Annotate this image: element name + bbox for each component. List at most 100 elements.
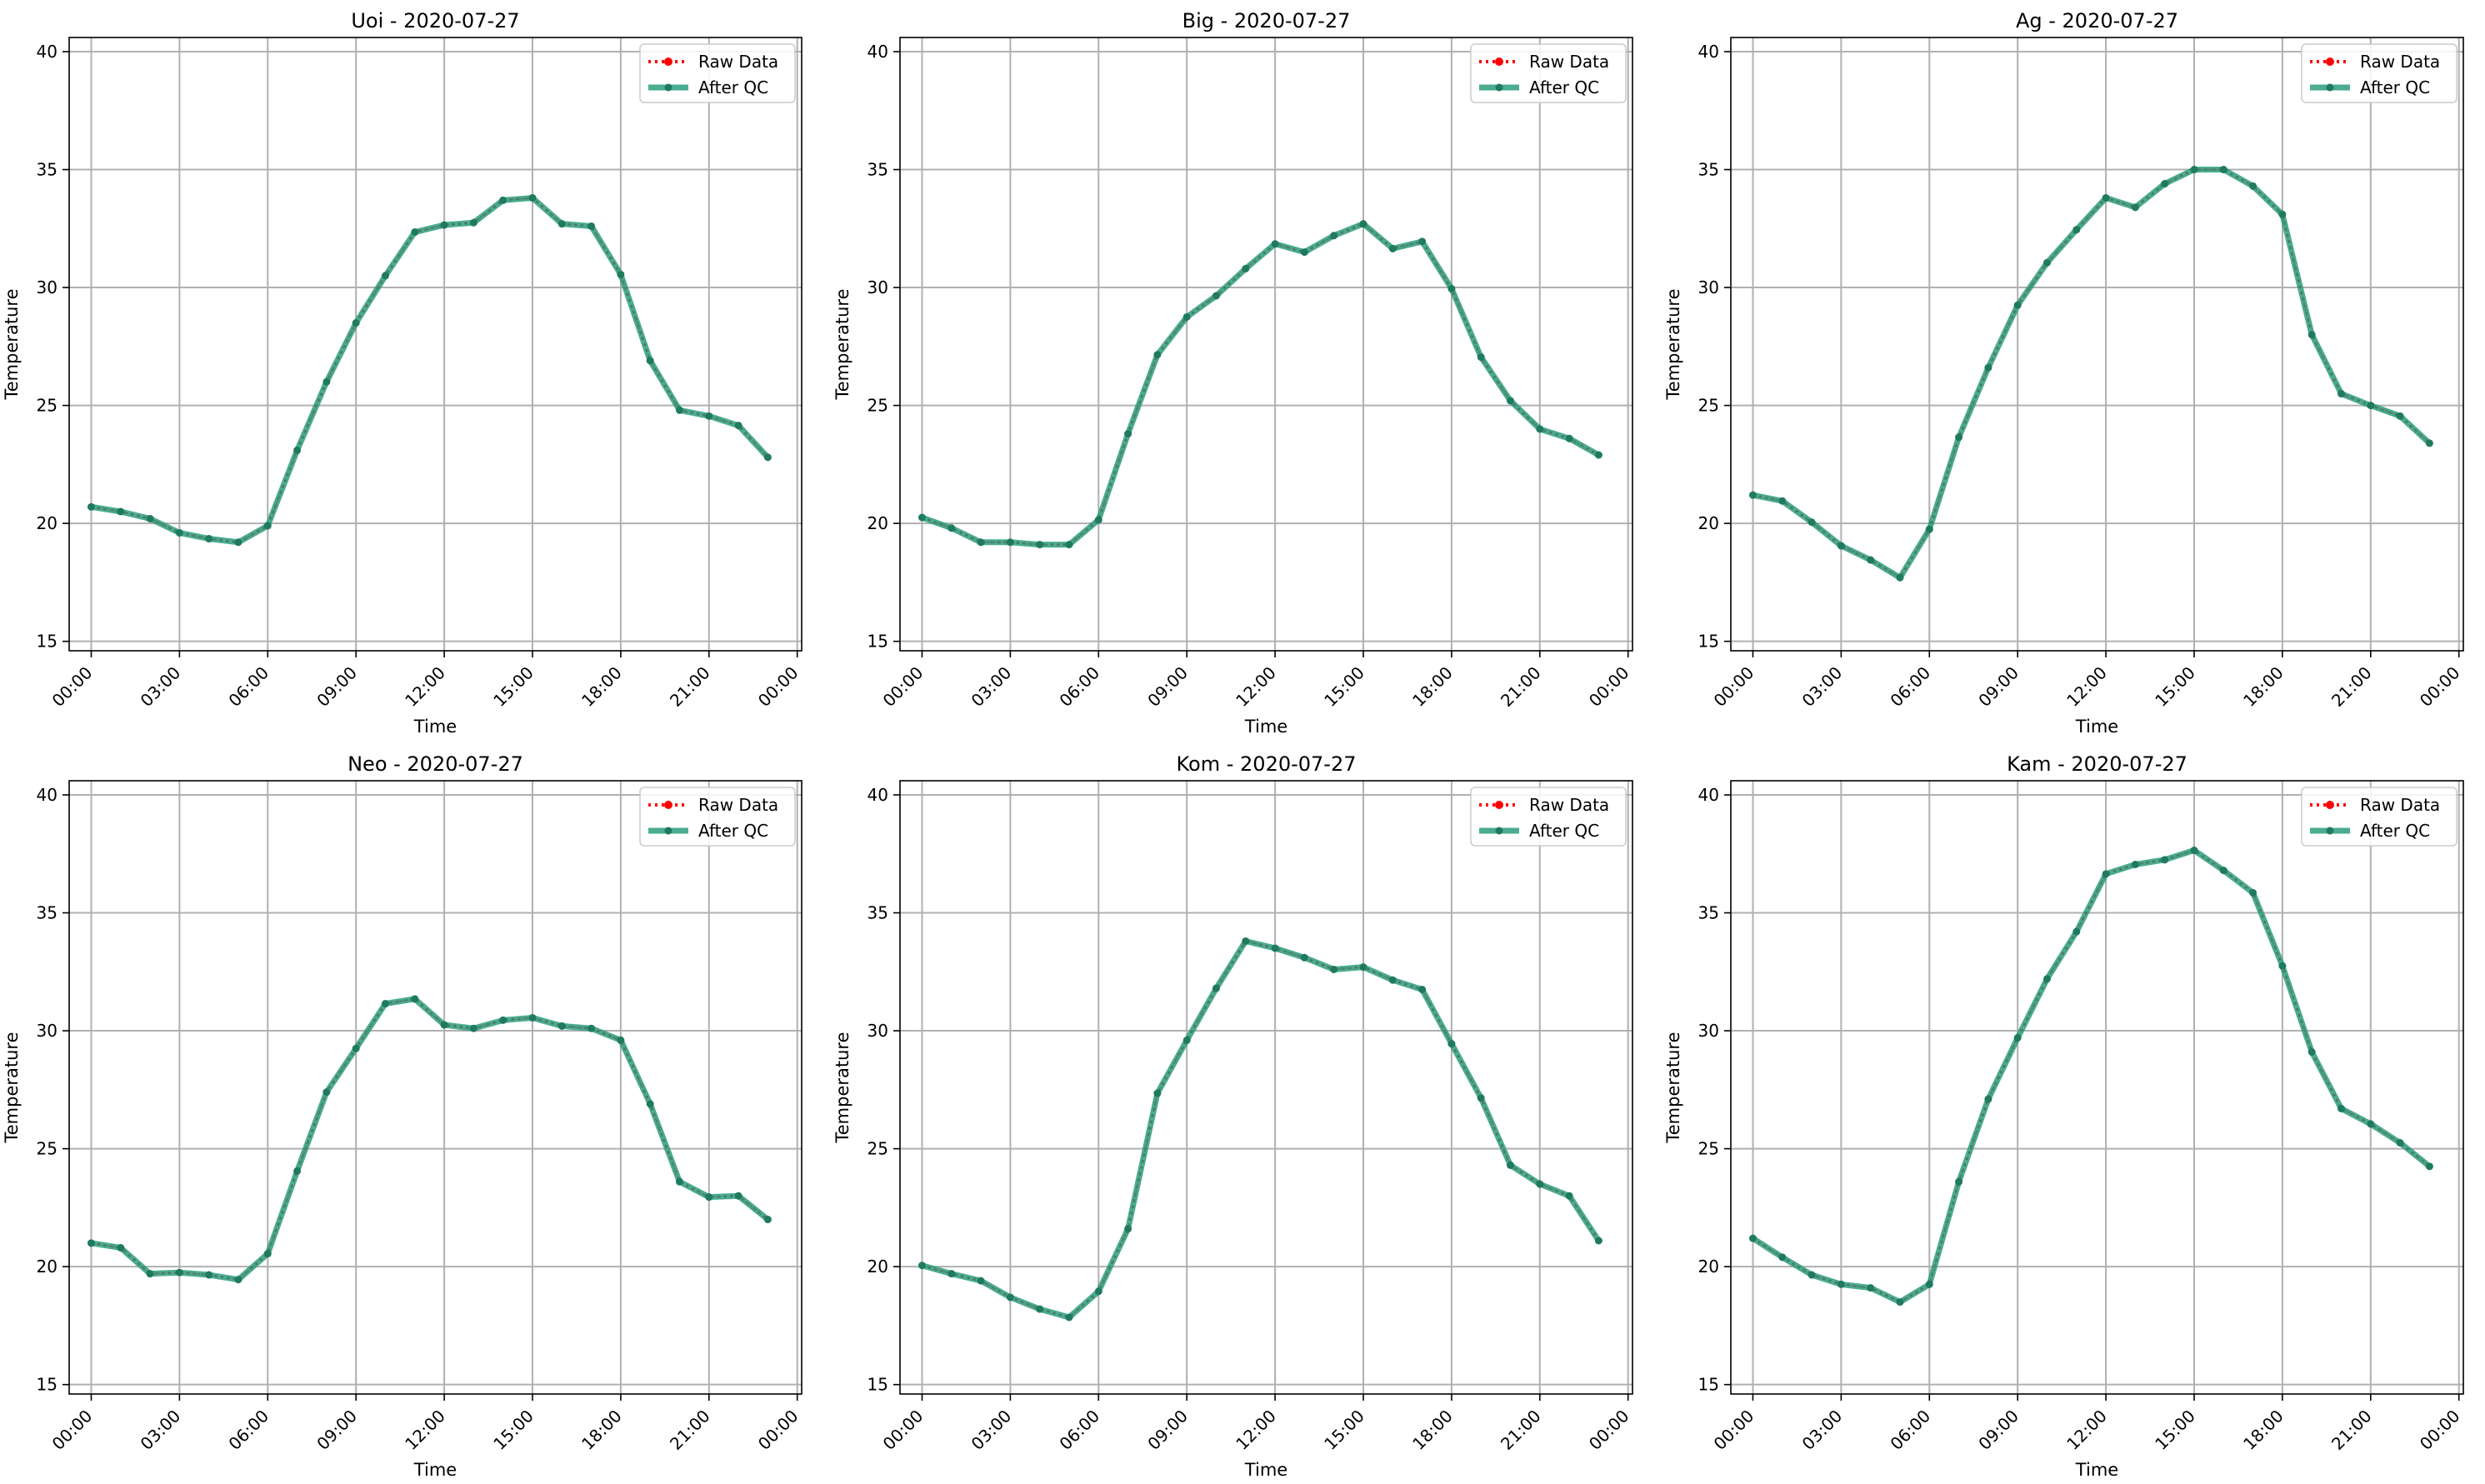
y-tick-label: 40 [868, 42, 888, 62]
x-tick-label: 09:00 [1143, 662, 1192, 711]
chart-title: Uoi - 2020-07-27 [351, 9, 519, 32]
after-qc-point [1925, 1280, 1933, 1288]
chart-title: Big - 2020-07-27 [1182, 9, 1351, 32]
axes-frame [68, 780, 802, 1395]
after-qc-point [1867, 556, 1875, 564]
x-tick-label: 15:00 [1320, 662, 1368, 711]
after-qc-point [2131, 203, 2139, 212]
after-qc-line [921, 937, 1602, 1321]
chart-panel-2: 00:00 03:00 06:00 09:00 12:00 15:00 18:00 21:00… [832, 9, 1633, 737]
after-qc-line [90, 194, 770, 546]
after-qc-point [705, 1193, 713, 1202]
after-qc-point [1182, 312, 1191, 321]
x-tick-label: 09:00 [1974, 1406, 2022, 1454]
chart-title: Kom - 2020-07-27 [1177, 752, 1357, 776]
after-qc-line [1752, 167, 2432, 581]
after-qc-point [2219, 867, 2228, 875]
x-tick-label: 06:00 [224, 662, 272, 711]
x-tick-label: 03:00 [968, 1406, 1016, 1454]
x-tick-label: 15:00 [2151, 1406, 2199, 1454]
after-qc-point [352, 319, 360, 327]
x-tick-label: 00:00 [754, 662, 802, 711]
y-tick-label: 35 [1698, 160, 1719, 180]
after-qc-point [440, 1021, 448, 1029]
x-tick-label: 18:00 [578, 662, 626, 711]
after-qc-point [2102, 870, 2110, 878]
after-qc-point [2367, 402, 2375, 410]
after-qc-point [2425, 1162, 2433, 1171]
chart-title: Ag - 2020-07-27 [2016, 9, 2178, 32]
y-tick-label: 20 [37, 1257, 58, 1277]
legend: Raw Data After QC [1470, 787, 1627, 847]
after-qc-point [1006, 538, 1014, 547]
after-qc-point [205, 1271, 213, 1279]
after-qc-point [1448, 1040, 1456, 1048]
after-qc-point [528, 1013, 537, 1022]
x-axis-label: Time [1244, 717, 1288, 737]
after-qc-point [440, 221, 448, 229]
after-qc-point [2425, 439, 2433, 447]
after-qc-point [1242, 937, 1250, 945]
after-qc-point [734, 1192, 742, 1200]
x-tick-label: 00:00 [1710, 1406, 1758, 1454]
after-qc-point [1867, 1284, 1875, 1292]
after-qc-point [1006, 1293, 1014, 1302]
after-qc-point [146, 514, 154, 522]
after-qc-point [918, 513, 926, 522]
y-tick-label: 25 [37, 1139, 58, 1159]
after-qc-point [734, 422, 742, 430]
after-qc-point [1748, 1234, 1757, 1242]
after-qc-point [2013, 1034, 2022, 1042]
after-qc-point [558, 1022, 566, 1030]
x-tick-label: 00:00 [48, 1406, 97, 1454]
after-qc-point [87, 502, 95, 511]
after-qc-point [2190, 166, 2198, 174]
after-qc-point [1124, 1225, 1132, 1233]
y-tick-label: 35 [868, 160, 888, 180]
after-qc-point [146, 1270, 154, 1278]
after-qc-line [90, 996, 770, 1283]
axes-frame [899, 780, 1633, 1395]
after-qc-point [1036, 541, 1044, 549]
after-qc-point [117, 507, 125, 516]
x-tick-label: 00:00 [2416, 662, 2464, 711]
x-tick-label: 21:00 [2328, 662, 2376, 711]
legend: Raw Data After QC [2301, 787, 2458, 847]
after-qc-point [293, 1167, 302, 1175]
legend-raw-marker [1495, 801, 1503, 809]
legend: Raw Data After QC [1470, 43, 1627, 103]
x-tick-label: 06:00 [224, 1406, 272, 1454]
after-qc-point [234, 538, 242, 547]
x-tick-label: 15:00 [1320, 1406, 1368, 1454]
after-qc-point [1330, 232, 1338, 240]
raw-data-overlay-line [922, 222, 1599, 546]
after-qc-point [1388, 976, 1397, 984]
after-qc-point [763, 1216, 772, 1224]
after-qc-point [1507, 397, 1514, 405]
after-qc-point [1182, 1036, 1191, 1044]
after-qc-point [1212, 292, 1220, 300]
after-qc-point [1212, 984, 1220, 992]
after-qc-point [2249, 888, 2258, 897]
after-qc-point [2013, 301, 2022, 309]
y-tick-label: 40 [37, 42, 58, 62]
after-qc-point [977, 538, 985, 547]
after-qc-point [1955, 433, 1963, 442]
y-tick-label: 20 [1698, 513, 1719, 533]
chart-title: Neo - 2020-07-27 [348, 752, 523, 776]
after-qc-line [921, 221, 1601, 548]
y-tick-label: 15 [868, 632, 888, 652]
chart-panel-3: 00:00 03:00 06:00 09:00 12:00 15:00 18:00 21:00… [1663, 9, 2464, 737]
legend-qc-marker [664, 827, 672, 835]
x-tick-label: 15:00 [489, 662, 538, 711]
after-qc-point [1984, 363, 1992, 372]
after-qc-point [2072, 226, 2081, 234]
after-qc-point [411, 228, 419, 237]
after-qc-point [676, 406, 683, 414]
y-axis-label: Temperature [832, 288, 852, 400]
x-tick-label: 18:00 [2239, 1406, 2288, 1454]
after-qc-point [205, 535, 213, 543]
after-qc-point [1477, 353, 1485, 362]
after-qc-point [1808, 518, 1816, 527]
x-tick-label: 21:00 [666, 1406, 714, 1454]
